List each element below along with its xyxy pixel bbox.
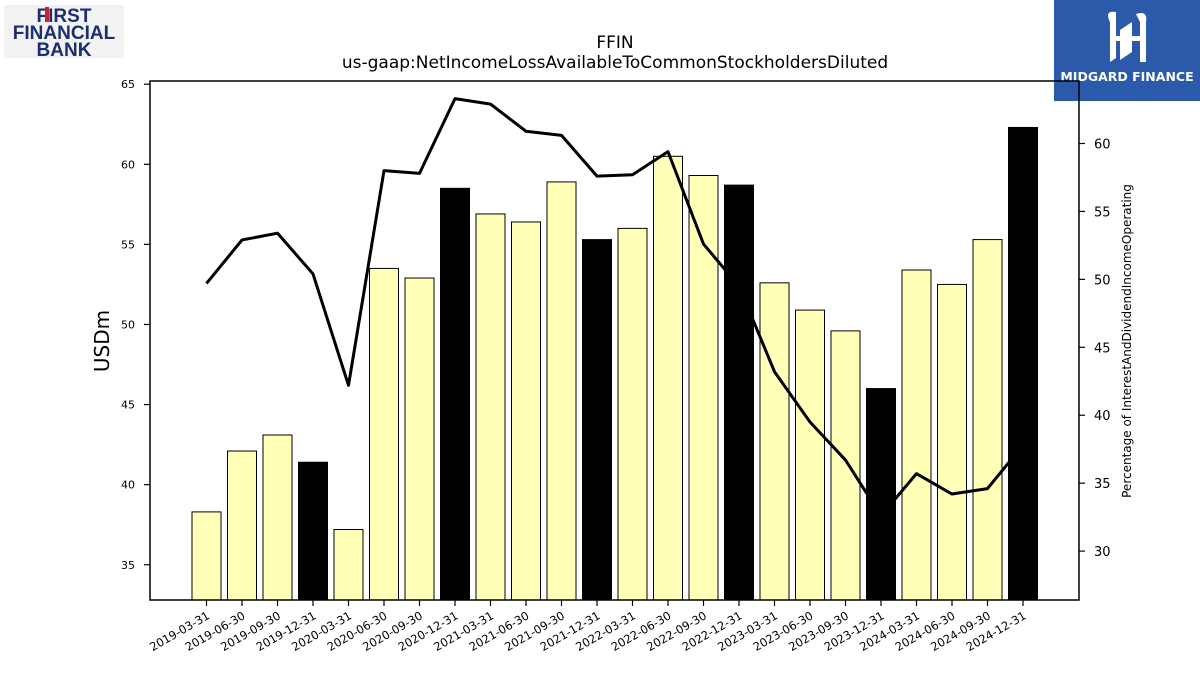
bar-2021-09-30 xyxy=(546,181,577,601)
y-tick-label-40: 40 xyxy=(121,479,135,492)
logo-line1: FIRST xyxy=(37,6,92,27)
y2-tick-label-45: 45 xyxy=(1094,341,1111,356)
y2-tick-label-55: 55 xyxy=(1094,205,1111,220)
first-financial-bank-logo: FIRST FINANCIAL BANK xyxy=(4,5,124,61)
bar-2020-06-30 xyxy=(369,267,399,601)
logo-accent xyxy=(45,7,49,22)
midgard-finance-logo: MIDGARD FINANCE xyxy=(1054,0,1200,101)
bar-2019-06-30 xyxy=(227,450,257,601)
line-series xyxy=(205,97,1025,518)
bar-2023-12-31 xyxy=(866,388,896,601)
y-tick-label-50: 50 xyxy=(121,318,135,331)
bar-2019-09-30 xyxy=(262,434,293,601)
y2-axis-label: Percentage of InterestAndDividendIncomeO… xyxy=(1120,184,1134,498)
bar-2021-12-31 xyxy=(582,239,612,601)
bar-2022-09-30 xyxy=(688,175,719,601)
y-tick-label-60: 60 xyxy=(121,158,135,171)
logo-line3: BANK xyxy=(37,40,92,58)
y2-tick-label-60: 60 xyxy=(1094,137,1111,152)
bar-2022-03-31 xyxy=(617,227,648,601)
bar-2023-06-30 xyxy=(795,309,825,601)
chart-subtitle: us-gaap:NetIncomeLossAvailableToCommonSt… xyxy=(342,53,888,73)
bar-2023-09-30 xyxy=(830,330,861,601)
logo-line2: FINANCIAL xyxy=(13,23,116,44)
bar-2022-12-31 xyxy=(724,184,754,601)
y-tick-label-55: 55 xyxy=(121,238,135,251)
bar-2020-03-31 xyxy=(333,529,364,601)
y2-tick-label-50: 50 xyxy=(1094,273,1111,288)
y2-tick-label-35: 35 xyxy=(1094,477,1111,492)
y-axis-label: USDm xyxy=(90,310,114,372)
y2-tick-label-40: 40 xyxy=(1094,409,1111,424)
bar-2024-03-31 xyxy=(901,269,932,601)
logo-right-text: MIDGARD FINANCE xyxy=(1060,69,1193,84)
y-tick-label-65: 65 xyxy=(121,78,135,91)
plot-frame xyxy=(149,80,1080,601)
bar-2019-12-31 xyxy=(298,461,328,601)
bar-2020-12-31 xyxy=(440,187,470,601)
chart-title: FFIN xyxy=(596,33,633,53)
bar-2021-03-31 xyxy=(475,213,506,601)
bar-2019-03-31 xyxy=(191,511,222,601)
bar-2023-03-31 xyxy=(759,282,790,601)
midgard-mark-icon xyxy=(1108,11,1147,62)
bar-2024-06-30 xyxy=(937,283,967,601)
bar-2022-06-30 xyxy=(653,155,683,601)
y2-tick-label-30: 30 xyxy=(1094,545,1111,560)
bar-2024-12-31 xyxy=(1008,126,1038,601)
bar-2021-06-30 xyxy=(511,221,541,601)
y-tick-label-45: 45 xyxy=(121,399,135,412)
bar-2020-09-30 xyxy=(404,277,435,601)
bar-2024-09-30 xyxy=(972,239,1003,601)
y-tick-label-35: 35 xyxy=(121,559,135,572)
